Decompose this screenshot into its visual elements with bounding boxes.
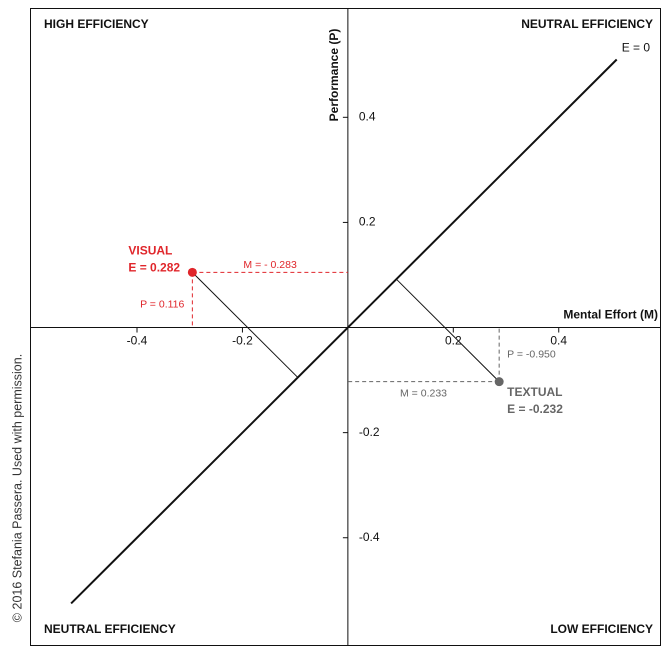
- reference-line: [70, 58, 618, 605]
- efficiency-distance: [396, 278, 500, 383]
- m-label: M = - 0.283: [243, 259, 297, 271]
- x-tick-label: -0.4: [127, 334, 148, 348]
- point-name: TEXTUAL: [507, 385, 562, 399]
- y-tick-label: -0.4: [359, 530, 380, 544]
- x-tick-label: 0.2: [445, 334, 462, 348]
- point: [187, 267, 197, 277]
- y-axis-label: Performance (P): [327, 29, 341, 122]
- p-label: P = -0.950: [507, 348, 556, 360]
- credit: © 2016 Stefania Passera. Used with permi…: [10, 354, 24, 622]
- point: [494, 377, 504, 387]
- point-name: VISUAL: [128, 244, 172, 258]
- p-label: P = 0.116: [140, 299, 184, 311]
- quadrant-label: LOW EFFICIENCY: [550, 622, 653, 636]
- quadrant-label: NEUTRAL EFFICIENCY: [44, 622, 176, 636]
- quadrant-label: NEUTRAL EFFICIENCY: [521, 17, 653, 31]
- reference-line-label: E = 0: [622, 41, 651, 55]
- x-tick-label: 0.4: [550, 334, 567, 348]
- x-axis-label: Mental Effort (M): [563, 308, 658, 322]
- quadrant-label: HIGH EFFICIENCY: [44, 17, 149, 31]
- x-tick-label: -0.2: [232, 334, 253, 348]
- y-tick-label: -0.2: [359, 425, 380, 439]
- m-label: M = 0.233: [400, 387, 447, 399]
- y-tick-label: 0.4: [359, 109, 376, 123]
- y-tick-label: 0.2: [359, 215, 376, 229]
- efficiency-distance: [192, 271, 299, 378]
- efficiency-label: E = -0.232: [507, 402, 563, 416]
- efficiency-label: E = 0.282: [128, 261, 180, 275]
